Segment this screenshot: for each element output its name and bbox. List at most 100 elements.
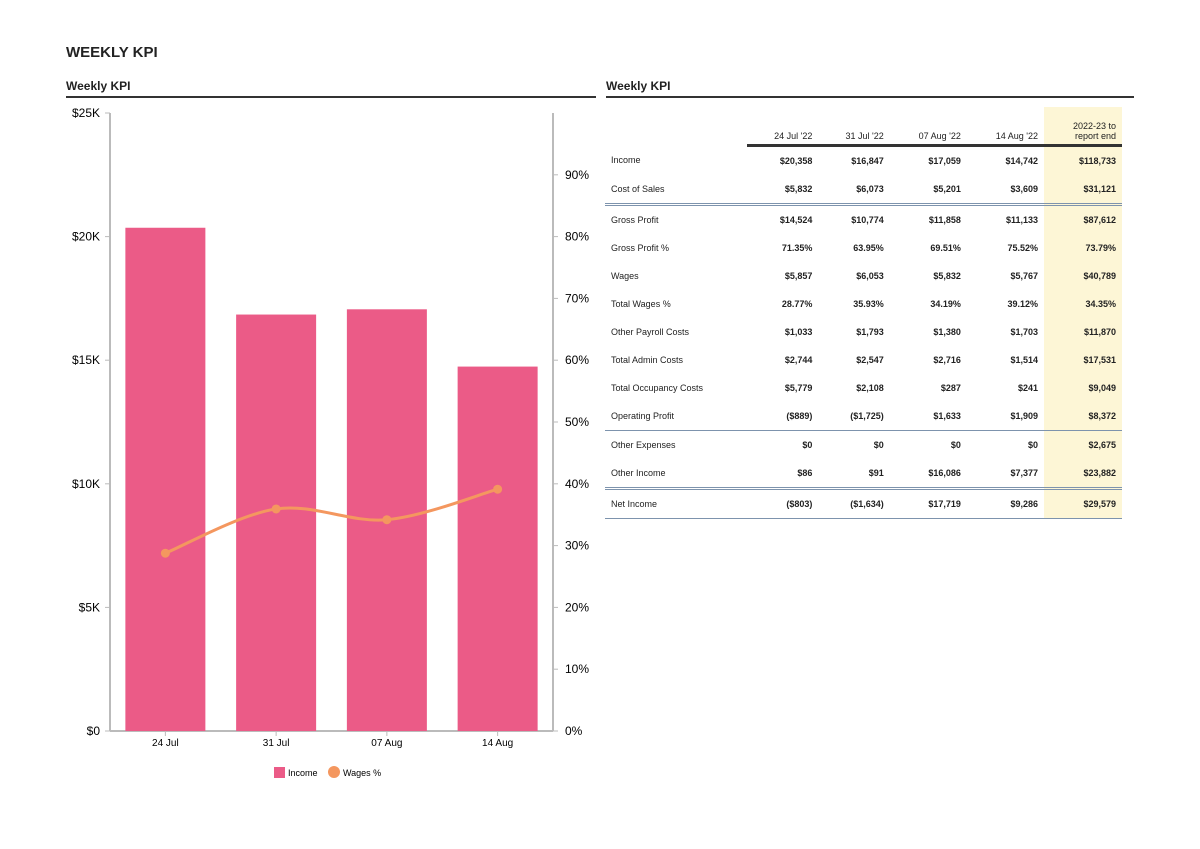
cell-value: 34.19% (930, 299, 961, 309)
row-label: Total Wages % (611, 299, 671, 309)
row-label: Operating Profit (605, 402, 747, 431)
cell-value: $40,789 (1044, 262, 1122, 290)
legend-wages-swatch (328, 766, 340, 778)
chart-section-rule (66, 96, 596, 98)
x-tick-label: 24 Jul (152, 738, 179, 749)
right-tick-label: 30% (565, 539, 589, 553)
row-label: Wages (611, 271, 639, 281)
cell-value: $0 (1027, 440, 1038, 450)
cell-value: $11,858 (928, 215, 961, 225)
cell-value: $10,774 (851, 215, 884, 225)
table-row: Net Income ($803) ($1,634) $17,719 $9,286 $29… (605, 488, 1122, 519)
cell-value: $5,857 (784, 271, 813, 281)
column-header: 07 Aug '22 (889, 107, 967, 147)
right-tick-label: 60% (565, 353, 589, 367)
cell-value: ($803) (747, 488, 819, 519)
cell-value: $9,286 (966, 488, 1044, 519)
cell-value: 28.77% (781, 299, 813, 309)
cell-value: $1,703 (1010, 327, 1038, 337)
cell-value: 69.51% (930, 243, 961, 253)
cell-value: $7,377 (966, 459, 1044, 490)
cell-value: $2,675 (1044, 430, 1122, 459)
right-tick-label: 40% (565, 477, 589, 491)
cell-value: $8,372 (1044, 402, 1122, 431)
page-title: WEEKLY KPI (66, 44, 158, 61)
bar-income (457, 366, 538, 731)
table-row: Gross Profit $14,524 $10,774 $11,858 $11,133… (605, 204, 1122, 234)
table-row: Total Occupancy Costs $5,779 $2,108 $287 $24… (605, 374, 1122, 402)
cell-value: $91 (818, 459, 890, 490)
column-header: 31 Jul '22 (818, 107, 890, 147)
cell-value: 73.79% (1044, 234, 1122, 262)
bar-income (125, 227, 206, 731)
header-blank (605, 107, 747, 146)
cell-value: $6,053 (856, 271, 884, 281)
kpi-table: 24 Jul '22 31 Jul '22 07 Aug '22 14 Aug '22… (605, 107, 1122, 519)
table-section-rule (606, 96, 1134, 98)
right-tick-label: 10% (565, 662, 589, 676)
right-tick-label: 90% (565, 168, 589, 182)
legend-wages-label: Wages % (343, 768, 381, 778)
cell-value: $5,832 (933, 271, 961, 281)
table-row: Other Expenses $0 $0 $0 $0 $2,675 (605, 430, 1122, 459)
left-tick-label: $5K (79, 600, 100, 614)
cell-value: $87,612 (1044, 204, 1122, 234)
cell-value: 63.95% (853, 243, 884, 253)
cell-value: $17,059 (928, 156, 961, 166)
left-tick-label: $10K (72, 477, 100, 491)
column-header: 2022-23 to report end (1044, 107, 1122, 147)
combo-chart: $0 $5K $10K $15K $20K $25K 0% 10% 20% 30% 40% 50% 60… (72, 106, 589, 778)
cell-value: $86 (747, 459, 819, 490)
cell-value: $118,733 (1044, 145, 1122, 175)
left-tick-label: $20K (72, 230, 100, 244)
table-row: Operating Profit ($889) ($1,725) $1,633 $1,9… (605, 402, 1122, 431)
cell-value: ($889) (747, 402, 819, 431)
cell-value: $2,744 (784, 355, 813, 365)
row-label: Other Payroll Costs (611, 327, 690, 337)
table-row: Other Income $86 $91 $16,086 $7,377 $23,882 (605, 459, 1122, 490)
table-header-row: 24 Jul '22 31 Jul '22 07 Aug '22 14 Aug '22… (605, 107, 1122, 147)
cell-value: $241 (1017, 383, 1038, 393)
left-tick-label: $25K (72, 106, 100, 120)
cell-value: ($1,634) (818, 488, 890, 519)
cell-value: ($1,725) (818, 402, 890, 431)
row-label: Cost of Sales (605, 175, 747, 206)
cell-value: $23,882 (1044, 459, 1122, 490)
cell-value: $17,719 (889, 488, 967, 519)
row-label: Income (611, 155, 641, 166)
cell-value: 75.52% (1007, 243, 1038, 253)
left-tick-label: $15K (72, 353, 100, 367)
table-row: Wages $5,857 $6,053 $5,832 $5,767 $40,789 (605, 262, 1122, 290)
wages-pct-line (164, 487, 499, 555)
cell-value: 71.35% (781, 243, 813, 253)
cell-value: $2,716 (933, 355, 961, 365)
cell-value: $31,121 (1044, 175, 1122, 206)
row-label: Gross Profit (611, 215, 659, 225)
x-tick-label: 31 Jul (263, 738, 290, 749)
table-row: Gross Profit % 71.35% 63.95% 69.51% 75.52% 73… (605, 234, 1122, 262)
left-tick-label: $0 (87, 724, 101, 738)
cell-value: $2,547 (856, 355, 884, 365)
cell-value: $14,524 (779, 215, 813, 225)
cell-value: $5,779 (784, 383, 813, 393)
table-row: Total Wages % 28.77% 35.93% 34.19% 39.12% 34.… (605, 290, 1122, 318)
wages-pct-point (493, 484, 503, 494)
cell-value: $11,133 (1005, 215, 1038, 225)
cell-value: $1,033 (784, 327, 813, 337)
legend-income-swatch (274, 767, 285, 778)
cell-value: $16,086 (889, 459, 967, 490)
wages-pct-point (160, 548, 170, 558)
column-header: 14 Aug '22 (966, 107, 1044, 147)
cell-value: $14,742 (1005, 156, 1038, 166)
row-label: Gross Profit % (611, 243, 670, 253)
cell-value: $1,380 (933, 327, 961, 337)
cell-value: $1,514 (1010, 355, 1038, 365)
table-row: Total Admin Costs $2,744 $2,547 $2,716 $1,51… (605, 346, 1122, 374)
column-header: 24 Jul '22 (747, 107, 819, 147)
row-label: Other Expenses (611, 440, 676, 450)
wages-pct-point (271, 504, 281, 514)
cell-value: 39.12% (1007, 299, 1038, 309)
cell-value: $1,793 (856, 327, 884, 337)
cell-value: $1,633 (889, 402, 967, 431)
row-label: Total Occupancy Costs (611, 383, 704, 393)
